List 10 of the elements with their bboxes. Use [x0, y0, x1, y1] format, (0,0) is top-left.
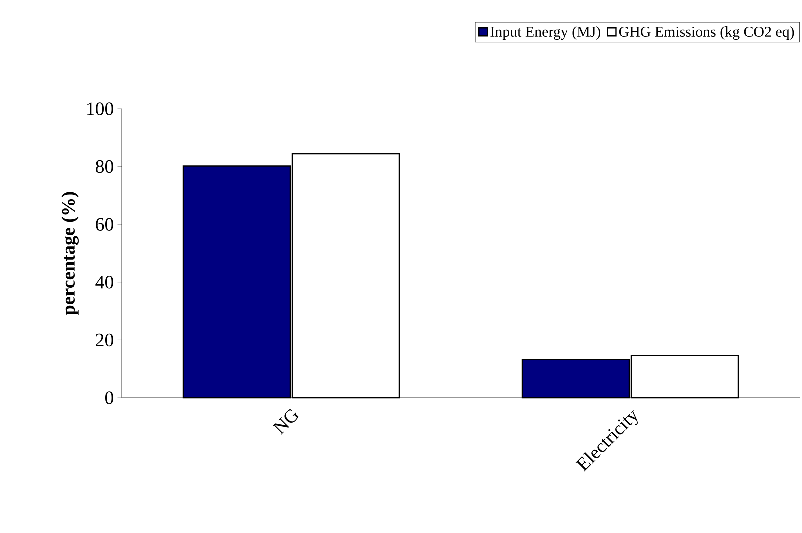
- y-tick-label: 80: [96, 160, 114, 174]
- y-tick-label: 20: [96, 334, 114, 347]
- legend-label: GHG Emissions (kg CO2 eq): [619, 26, 794, 40]
- y-axis-title: percentage (%): [62, 192, 79, 316]
- y-tick-label: 40: [96, 276, 114, 289]
- legend-label: Input Energy (MJ): [490, 26, 600, 40]
- y-tick-label: 100: [87, 102, 114, 116]
- y-tick-label: 0: [105, 392, 114, 404]
- y-tick-label: 60: [96, 218, 114, 231]
- x-tick-label: NG: [272, 409, 299, 436]
